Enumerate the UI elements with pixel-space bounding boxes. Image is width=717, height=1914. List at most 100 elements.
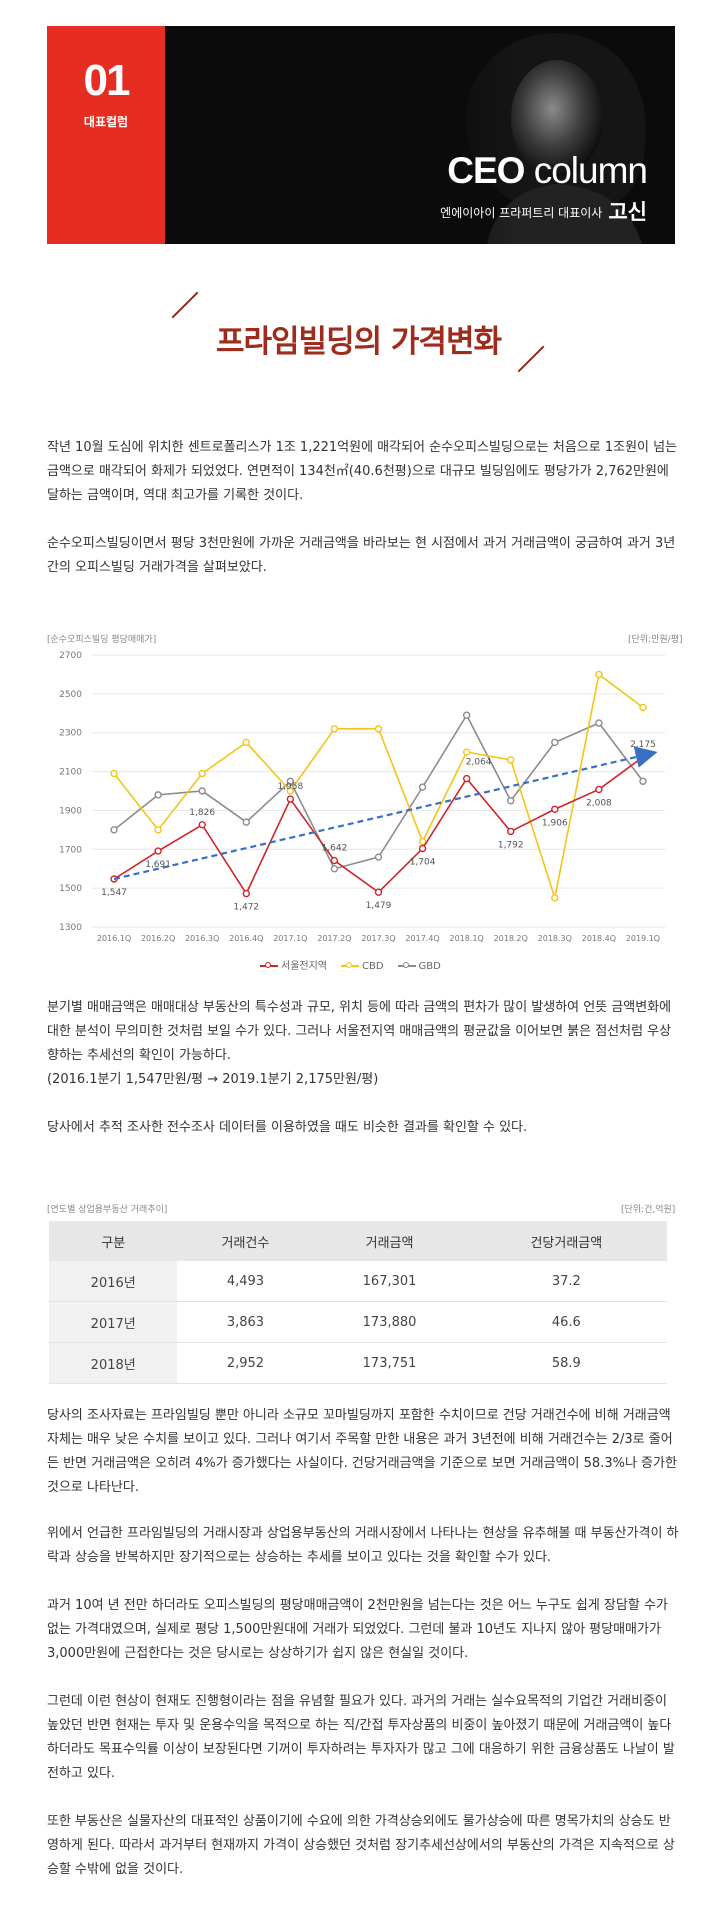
y-tick-label: 2700 bbox=[59, 651, 82, 661]
data-label: 1,792 bbox=[498, 840, 524, 850]
data-point bbox=[418, 783, 427, 791]
data-point bbox=[198, 769, 206, 778]
chart-unit: [단위:만원/평] bbox=[628, 635, 683, 645]
trend-line bbox=[113, 746, 658, 881]
author-name: 고신 bbox=[608, 200, 647, 224]
column-category: 대표컬럼 bbox=[83, 115, 129, 129]
table-row: 2016년 4,493 167,301 37.2 bbox=[49, 1261, 667, 1302]
data-label: 1,479 bbox=[366, 901, 392, 911]
chart-range-note: (2016.1분기 1,547만원/평 → 2019.1분기 2,175만원/평… bbox=[47, 1072, 379, 1087]
data-point bbox=[374, 888, 383, 896]
data-point bbox=[242, 738, 250, 747]
data-point bbox=[418, 844, 427, 853]
intro-paragraph-1: 작년 10월 도심에 위치한 센트로폴리스가 1조 1,221억원에 매각되어 … bbox=[47, 440, 678, 503]
legend-swatch bbox=[260, 962, 278, 968]
legend-swatch bbox=[341, 962, 359, 968]
x-tick-label: 2017.4Q bbox=[405, 934, 439, 943]
series-line-GBD bbox=[113, 713, 644, 870]
data-label: 2,008 bbox=[586, 798, 612, 808]
data-point bbox=[154, 847, 162, 855]
data-label: 1,826 bbox=[189, 808, 215, 818]
data-point bbox=[507, 756, 515, 764]
data-point bbox=[110, 769, 118, 778]
y-tick-label: 1500 bbox=[59, 884, 82, 894]
article-title: 프라임빌딩의 가격변화 bbox=[216, 324, 502, 360]
data-point bbox=[595, 785, 603, 794]
data-point bbox=[198, 821, 206, 829]
table-cell: 37.2 bbox=[465, 1261, 667, 1302]
data-point bbox=[418, 837, 427, 846]
author-line: 엔에이아이 프라퍼트리 대표이사 고신 bbox=[440, 196, 647, 226]
data-label: 2,064 bbox=[466, 758, 492, 768]
table-cell: 4,493 bbox=[177, 1261, 314, 1302]
chart-caption: [순수오피스빌딩 평당매매가] bbox=[47, 635, 157, 645]
column-number-badge: 01 대표컬럼 bbox=[47, 26, 165, 244]
ceo-column-title: CEO column bbox=[447, 150, 648, 192]
data-point bbox=[198, 787, 206, 795]
y-tick-label: 1900 bbox=[59, 806, 82, 816]
x-tick-label: 2016.1Q bbox=[97, 934, 131, 943]
data-label: 1,472 bbox=[233, 903, 259, 913]
data-point bbox=[286, 777, 295, 785]
table-unit: [단위:건,억원] bbox=[621, 1205, 676, 1215]
legend-label: GBD bbox=[418, 961, 441, 972]
intro-paragraph-2: 순수오피스빌딩이면서 평당 3천만원에 가까운 거래금액을 바라보는 현 시점에… bbox=[47, 536, 676, 575]
legend-label: CBD bbox=[362, 961, 384, 972]
legend-item: GBD bbox=[397, 961, 441, 972]
table-cell-year: 2016년 bbox=[49, 1261, 178, 1302]
body-paragraph-5: 또한 부동산은 실물자산의 대표적인 상품이기에 수요에 의한 가격상승외에도 … bbox=[47, 1814, 675, 1877]
chart-legend: 서울전지역 CBD GBD bbox=[260, 957, 455, 972]
x-tick-label: 2016.2Q bbox=[141, 934, 175, 943]
legend-swatch bbox=[397, 962, 416, 968]
data-point bbox=[551, 894, 559, 902]
body-paragraph-3: 과거 10여 년 전만 하더라도 오피스빌딩의 평당매매금액이 2천만원을 넘는… bbox=[47, 1598, 668, 1661]
data-point bbox=[462, 748, 471, 756]
y-tick-label: 2300 bbox=[59, 729, 82, 739]
data-point bbox=[507, 827, 515, 836]
table-header-cell: 거래금액 bbox=[313, 1221, 466, 1261]
body-paragraph-1: 당사의 조사자료는 프라임빌딩 뿐만 아니라 소규모 꼬마빌딩까지 포함한 수치… bbox=[47, 1408, 677, 1495]
data-label: 1,691 bbox=[145, 860, 171, 870]
body-paragraph-2: 위에서 언급한 프라임빌딩의 거래시장과 상업용부동산의 거래시장에서 나타나는… bbox=[47, 1526, 679, 1565]
legend-item: 서울전지역 bbox=[260, 957, 327, 972]
data-point bbox=[286, 787, 295, 795]
table-cell: 3,863 bbox=[177, 1301, 314, 1343]
table-header-cell: 거래건수 bbox=[177, 1221, 314, 1261]
price-line-chart: 1300 1500 1700 1900 2100 2300 2500 2700 2016.1Q 2… bbox=[59, 651, 665, 943]
data-point bbox=[330, 865, 339, 873]
data-point bbox=[110, 826, 118, 834]
table-header-row: 구분 거래건수 거래금액 건당거래금액 bbox=[49, 1221, 667, 1261]
data-point bbox=[462, 774, 471, 783]
table-header-cell: 건당거래금액 bbox=[465, 1221, 667, 1261]
data-point bbox=[374, 725, 383, 733]
y-tick-label: 2500 bbox=[59, 690, 82, 700]
ceo-column-banner: 01 대표컬럼 CEO column 엔에이아이 프라퍼트리 대표이사 고신 bbox=[47, 26, 675, 244]
x-tick-label: 2018.2Q bbox=[494, 934, 528, 943]
data-point bbox=[374, 853, 383, 861]
x-tick-label: 2018.4Q bbox=[582, 934, 616, 943]
data-label: 1,547 bbox=[101, 888, 127, 898]
table-cell: 2,952 bbox=[177, 1342, 314, 1384]
table-row: 2017년 3,863 173,880 46.6 bbox=[49, 1301, 667, 1343]
column-number: 01 bbox=[83, 56, 131, 105]
data-point bbox=[286, 795, 295, 803]
x-tick-label: 2017.1Q bbox=[273, 934, 307, 943]
table-cell-year: 2017년 bbox=[49, 1301, 178, 1343]
data-label: 1,906 bbox=[542, 818, 568, 828]
body-paragraph-4: 그런데 이런 현상이 현재도 진행형이라는 점을 유념할 필요가 있다. 과거의… bbox=[47, 1694, 675, 1781]
title-decoration-left bbox=[171, 291, 199, 319]
legend-item: CBD bbox=[341, 961, 384, 972]
data-point bbox=[154, 791, 162, 799]
data-point bbox=[639, 777, 647, 785]
ceo-portrait-image bbox=[427, 26, 675, 244]
data-point bbox=[595, 719, 603, 727]
table-cell-year: 2018년 bbox=[49, 1342, 178, 1384]
table-cell: 167,301 bbox=[313, 1261, 466, 1302]
series-line-CBD bbox=[113, 673, 644, 899]
ceo-title-rest: column bbox=[524, 150, 648, 191]
data-label: 2,175 bbox=[630, 740, 656, 750]
x-tick-label: 2016.4Q bbox=[229, 934, 263, 943]
data-point bbox=[154, 826, 162, 834]
chart-analysis-paragraph: 분기별 매매금액은 매매대상 부동산의 특수성과 규모, 위치 등에 따라 금액… bbox=[47, 1000, 672, 1063]
table-cell: 58.9 bbox=[465, 1342, 667, 1384]
